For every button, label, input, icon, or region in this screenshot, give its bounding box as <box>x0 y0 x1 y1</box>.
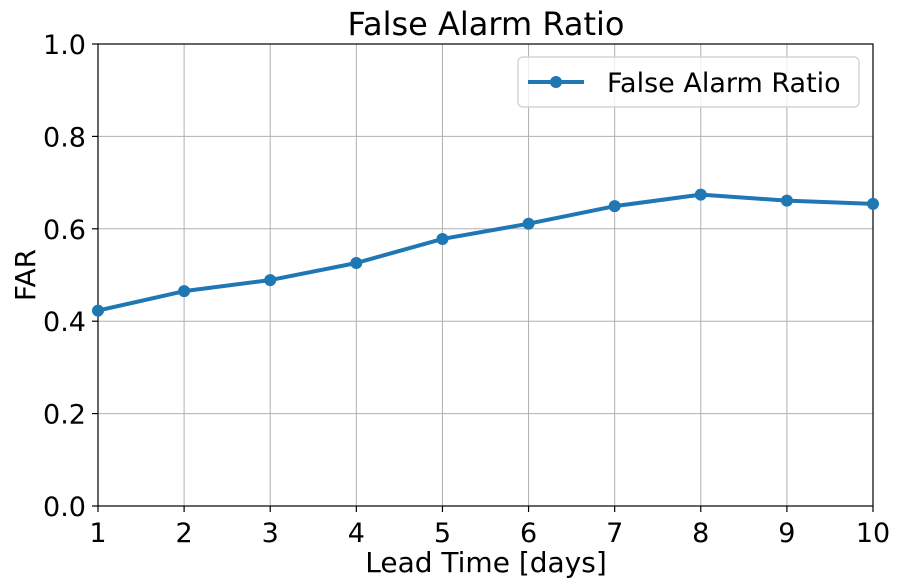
y-tick-label-5: 0.8 <box>43 122 86 153</box>
chart-title: False Alarm Ratio <box>348 5 625 43</box>
data-point-3 <box>264 274 277 287</box>
x-tick-label-2: 2 <box>176 518 193 549</box>
data-point-9 <box>780 194 793 207</box>
data-point-2 <box>178 285 191 298</box>
y-tick-label-2: 0.2 <box>43 400 86 431</box>
x-tick-label-9: 9 <box>778 518 795 549</box>
x-tick-label-7: 7 <box>606 518 623 549</box>
data-point-7 <box>608 200 621 213</box>
data-point-1 <box>92 304 104 317</box>
series-line-1 <box>96 192 875 313</box>
legend: False Alarm Ratio <box>517 56 860 108</box>
y-axis-label: FAR <box>9 249 42 301</box>
y-tick-label-3: 0.4 <box>43 307 86 338</box>
x-axis-ticks: 1 2 3 4 5 6 7 8 9 10 <box>89 506 890 549</box>
x-tick-label-1: 1 <box>89 518 106 549</box>
x-tick-label-3: 3 <box>262 518 279 549</box>
data-point-4 <box>350 256 363 269</box>
x-tick-label-4: 4 <box>348 518 365 549</box>
data-point-8 <box>694 188 707 201</box>
y-tick-label-6: 1.0 <box>43 30 86 61</box>
y-axis-ticks: 0.0 0.2 0.4 0.6 0.8 1.0 <box>43 30 98 523</box>
x-tick-label-6: 6 <box>520 518 537 549</box>
data-point-6 <box>522 217 535 230</box>
plot-area-frame <box>97 43 874 507</box>
x-axis-label: Lead Time [days] <box>365 546 607 579</box>
x-tick-label-8: 8 <box>692 518 709 549</box>
x-tick-label-5: 5 <box>434 518 451 549</box>
legend-box <box>517 56 860 108</box>
legend-label: False Alarm Ratio <box>607 68 841 99</box>
data-point-5 <box>436 232 449 245</box>
series-far <box>92 188 879 317</box>
legend-marker-swatch <box>550 76 562 88</box>
y-tick-label-4: 0.6 <box>43 215 86 246</box>
y-tick-label-1: 0.0 <box>43 492 86 523</box>
data-point-10 <box>867 197 879 210</box>
x-tick-label-10: 10 <box>856 518 890 549</box>
